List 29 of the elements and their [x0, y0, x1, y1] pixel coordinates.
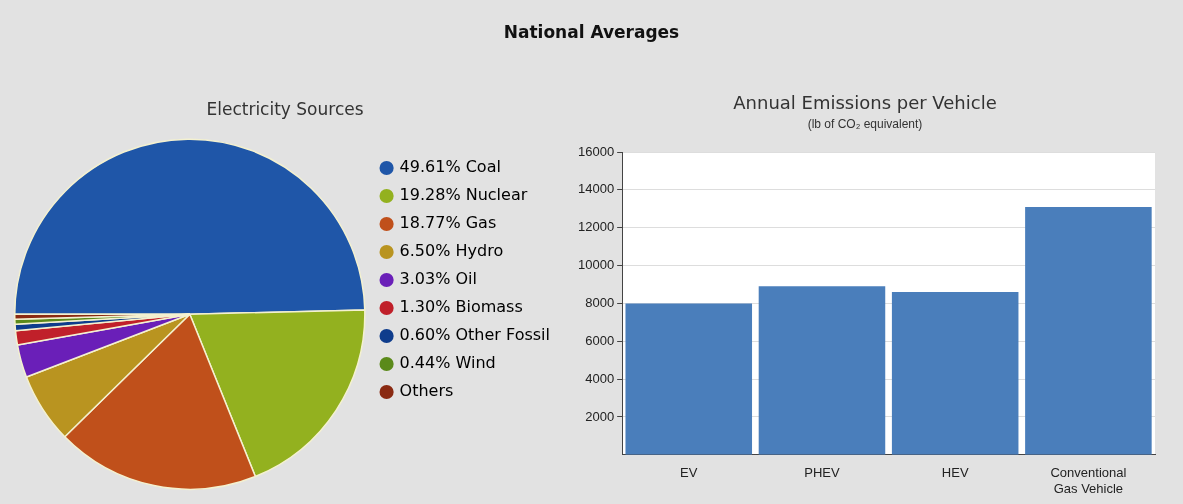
x-tick-label: Conventional Gas Vehicle [1050, 465, 1127, 496]
legend-label: 19.28% Nuclear [399, 185, 528, 205]
legend-label: 18.77% Gas [399, 213, 497, 233]
legend-label: 0.60% Other Fossil [399, 325, 551, 345]
bar [625, 303, 753, 455]
bar [891, 292, 1019, 455]
x-tick-label: HEV [941, 465, 969, 481]
y-tick-label: 4000 [585, 370, 615, 386]
chart-subtitle: (lb of CO₂ equivalent) [807, 117, 923, 132]
y-tick-label: 6000 [585, 332, 615, 348]
bar [1025, 206, 1152, 455]
chart-title: Electricity Sources [206, 98, 364, 119]
bar [758, 286, 886, 455]
legend-label: 49.61% Coal [399, 157, 501, 177]
y-tick-label: 14000 [577, 181, 615, 197]
chart-title: Annual Emissions per Vehicle [733, 92, 997, 114]
y-tick-label: 8000 [585, 294, 615, 310]
y-tick-label: 2000 [585, 408, 615, 424]
text: National Averages [502, 21, 681, 42]
y-tick-label: 16000 [577, 143, 615, 159]
legend-label: 1.30% Biomass [399, 297, 523, 317]
legend-label: 0.44% Wind [399, 353, 496, 373]
y-tick-label: 12000 [577, 219, 615, 235]
y-tick-label: 10000 [577, 257, 615, 273]
legend-label: 3.03% Oil [399, 269, 477, 289]
x-tick-label: PHEV [804, 465, 840, 481]
legend-label: 6.50% Hydro [399, 241, 504, 261]
x-tick-label: EV [680, 465, 698, 481]
legend-label: Others [399, 381, 454, 401]
